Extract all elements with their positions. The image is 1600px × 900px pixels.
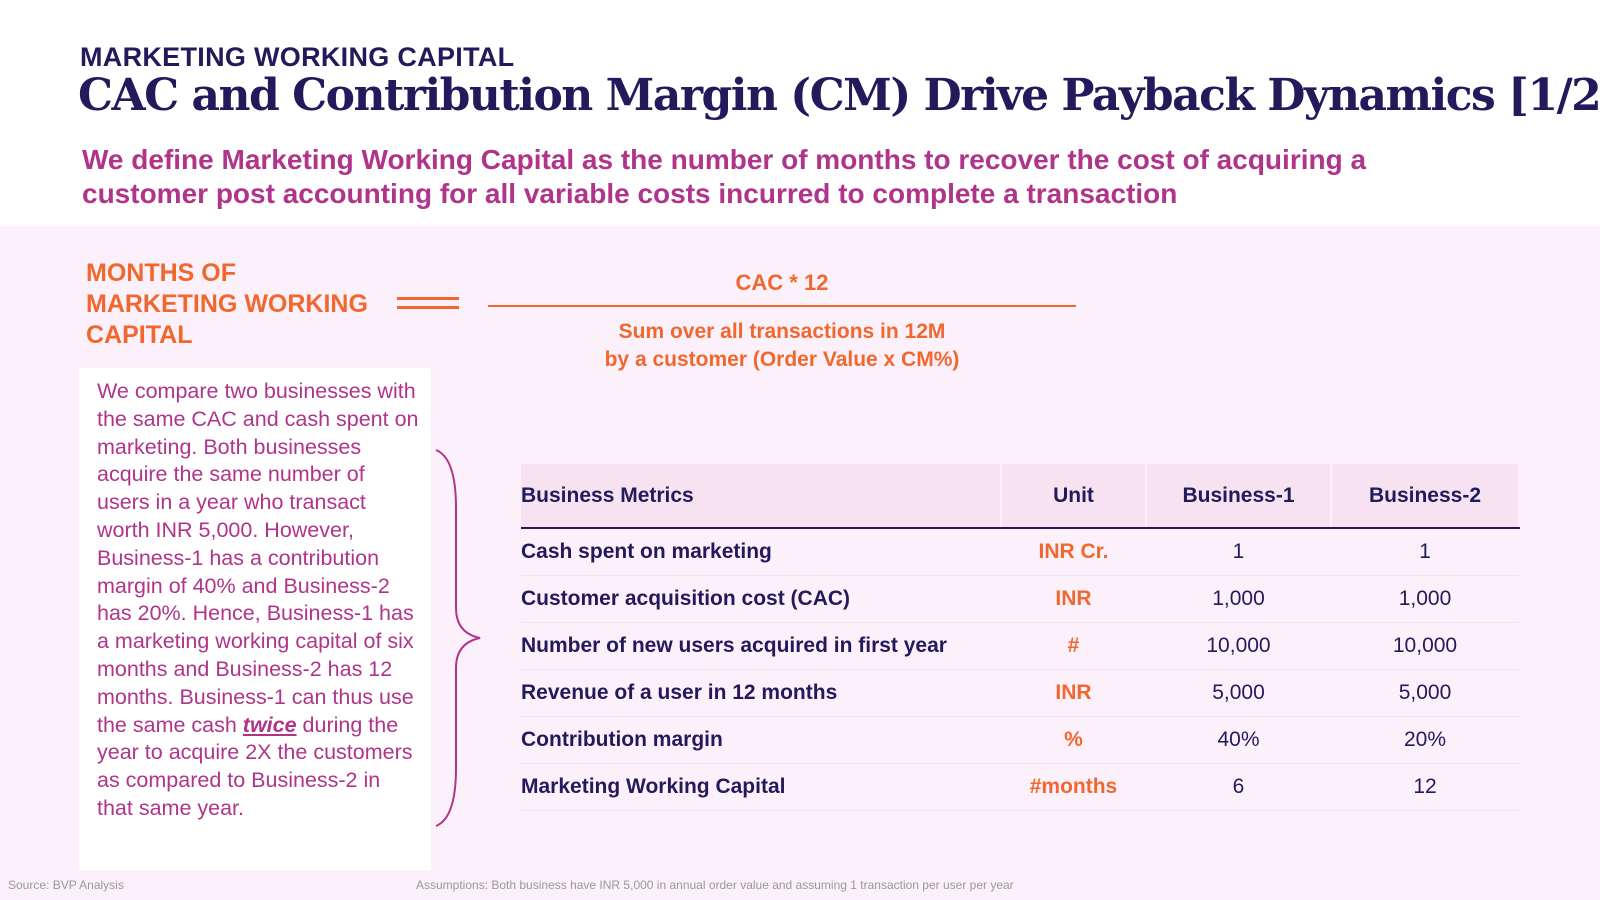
unit-cell: INR (1001, 669, 1146, 717)
business-2-cell: 12 (1331, 763, 1519, 811)
business-1-cell: 40% (1146, 716, 1331, 764)
business-2-cell: 1,000 (1331, 575, 1519, 623)
business-1-cell: 6 (1146, 763, 1331, 811)
metric-cell: Marketing Working Capital (521, 763, 1001, 811)
table-row: Contribution margin% 40% 20% (521, 716, 1519, 764)
unit-cell: INR Cr. (1001, 528, 1146, 576)
metric-cell: Cash spent on marketing (521, 528, 1001, 576)
unit-cell: % (1001, 716, 1146, 764)
denominator-line-1: Sum over all transactions in 12M (618, 320, 946, 343)
metric-cell: Number of new users acquired in first ye… (521, 622, 1001, 670)
unit-cell: # (1001, 622, 1146, 670)
unit-cell: INR (1001, 575, 1146, 623)
source-note: Source: BVP Analysis (8, 878, 124, 892)
denominator-line-2: by a customer (Order Value x CM%) (604, 348, 960, 371)
header-business-2: Business-2 (1331, 464, 1520, 529)
curly-brace-icon (435, 449, 481, 827)
business-1-cell: 1 (1146, 528, 1331, 576)
table-header-row: Business Metrics Unit Business-1 Busines… (521, 464, 1520, 529)
metric-cell: Contribution margin (521, 716, 1001, 764)
business-2-cell: 1 (1331, 528, 1519, 576)
section-kicker: MARKETING WORKING CAPITAL (80, 42, 515, 72)
table-row: Revenue of a user in 12 months INR 5,000 5,… (521, 669, 1519, 717)
fraction-line (488, 305, 1076, 307)
formula-denominator: Sum over all transactions in 12M by a cu… (488, 318, 1076, 374)
header-unit: Unit (1001, 464, 1147, 529)
header-area (0, 0, 1600, 226)
formula-numerator: CAC * 12 (735, 270, 829, 295)
explanation-note: We compare two businesses with the same … (79, 368, 431, 870)
metric-cell: Revenue of a user in 12 months (521, 669, 1001, 717)
formula-label: MONTHS OF MARKETING WORKING CAPITAL (86, 259, 368, 349)
business-1-cell: 1,000 (1146, 575, 1331, 623)
table-row: Marketing Working Capital #months 6 12 (521, 763, 1519, 811)
table-row: Cash spent on marketing INR Cr. 1 1 (521, 528, 1519, 576)
equals-icon (397, 297, 459, 309)
table-row: Number of new users acquired in first ye… (521, 622, 1519, 670)
business-2-cell: 10,000 (1331, 622, 1519, 670)
page-title: CAC and Contribution Margin (CM) Drive P… (78, 70, 1600, 121)
business-2-cell: 5,000 (1331, 669, 1519, 717)
metric-cell: Customer acquisition cost (CAC) (521, 575, 1001, 623)
assumptions-note: Assumptions: Both business have INR 5,00… (416, 878, 1014, 892)
note-emphasis: twice (242, 712, 297, 737)
business-1-cell: 10,000 (1146, 622, 1331, 670)
business-1-cell: 5,000 (1146, 669, 1331, 717)
business-2-cell: 20% (1331, 716, 1519, 764)
header-business-metrics: Business Metrics (521, 464, 1002, 529)
unit-cell: #months (1001, 763, 1146, 811)
header-business-1: Business-1 (1146, 464, 1332, 529)
note-text: We compare two businesses with the same … (97, 379, 419, 737)
page-subtitle: We define Marketing Working Capital as t… (82, 144, 1367, 209)
table-row: Customer acquisition cost (CAC) INR 1,000 1… (521, 575, 1519, 623)
note-text-end: during the year to acquire 2X the custom… (97, 712, 413, 820)
metrics-table: Business Metrics Unit Business-1 Busines… (521, 464, 1520, 811)
